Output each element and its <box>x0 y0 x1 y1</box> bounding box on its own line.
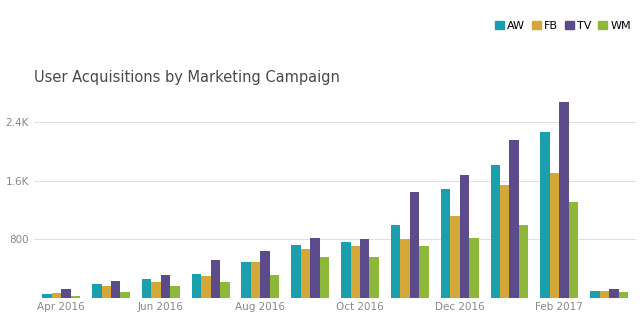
Bar <box>419 246 429 298</box>
Bar <box>310 238 320 298</box>
Bar <box>559 102 569 298</box>
Bar <box>160 275 170 298</box>
Bar <box>519 225 528 298</box>
Bar <box>211 260 220 298</box>
Bar <box>341 242 351 298</box>
Bar <box>92 284 101 298</box>
Bar <box>241 262 251 298</box>
Bar <box>291 245 300 298</box>
Bar <box>609 289 618 298</box>
Bar <box>220 282 230 298</box>
Bar <box>71 296 80 298</box>
Bar <box>61 289 71 298</box>
Bar <box>121 292 130 298</box>
Bar <box>569 202 578 298</box>
Bar <box>170 286 180 298</box>
Bar <box>410 192 419 298</box>
Bar <box>401 239 410 298</box>
Bar <box>618 292 628 298</box>
Bar <box>111 281 121 298</box>
Bar <box>42 294 52 298</box>
Bar <box>541 133 550 298</box>
Bar <box>101 286 111 298</box>
Bar <box>251 262 261 298</box>
Bar <box>201 276 211 298</box>
Legend: AW, FB, TV, WM: AW, FB, TV, WM <box>495 21 631 31</box>
Bar <box>440 190 450 298</box>
Bar <box>142 279 152 298</box>
Bar <box>490 165 500 298</box>
Text: User Acquisitions by Marketing Campaign: User Acquisitions by Marketing Campaign <box>34 70 340 85</box>
Bar <box>391 225 401 298</box>
Bar <box>320 257 329 298</box>
Bar <box>469 238 478 298</box>
Bar <box>460 175 469 298</box>
Bar <box>600 291 609 298</box>
Bar <box>351 246 360 298</box>
Bar <box>192 274 201 298</box>
Bar <box>152 281 160 298</box>
Bar <box>300 249 310 298</box>
Bar <box>510 140 519 298</box>
Bar <box>450 216 460 298</box>
Bar <box>550 173 559 298</box>
Bar <box>360 239 370 298</box>
Bar <box>270 275 279 298</box>
Bar <box>370 257 379 298</box>
Bar <box>52 293 61 298</box>
Bar <box>590 291 600 298</box>
Bar <box>261 251 270 298</box>
Bar <box>500 185 510 298</box>
